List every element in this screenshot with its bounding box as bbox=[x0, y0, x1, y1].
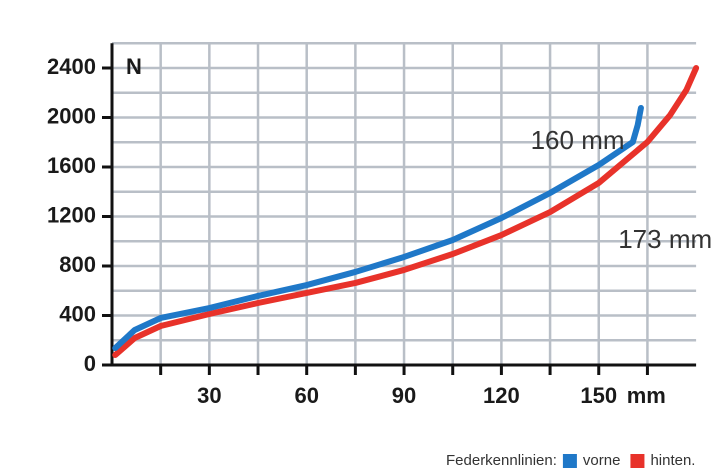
x-unit: mm bbox=[627, 383, 666, 408]
y-tick-label: 1600 bbox=[47, 153, 96, 178]
y-tick-label: 1200 bbox=[47, 202, 96, 227]
x-tick-label: 120 bbox=[483, 383, 520, 408]
y-tick-label: 800 bbox=[59, 252, 96, 277]
series-line bbox=[112, 65, 700, 358]
y-tick-label: 2400 bbox=[47, 54, 96, 79]
y-tick-label: 0 bbox=[84, 351, 96, 376]
legend-label: hinten. bbox=[650, 452, 695, 469]
y-tick-label: 400 bbox=[59, 301, 96, 326]
y-tick-label: 2000 bbox=[47, 103, 96, 128]
x-tick-label: 90 bbox=[392, 383, 416, 408]
series-line bbox=[112, 104, 644, 352]
annotation: 173 mm bbox=[618, 224, 712, 254]
legend-swatch bbox=[562, 454, 577, 468]
legend-swatch bbox=[630, 454, 645, 468]
annotation: 160 mm bbox=[531, 125, 625, 155]
legend-label: vorne bbox=[583, 452, 621, 469]
x-tick-label: 150 bbox=[580, 383, 617, 408]
legend-title: Federkennlinien: bbox=[446, 452, 557, 469]
x-tick-label: 30 bbox=[197, 383, 221, 408]
y-unit: N bbox=[126, 54, 142, 79]
x-tick-label: 60 bbox=[294, 383, 318, 408]
